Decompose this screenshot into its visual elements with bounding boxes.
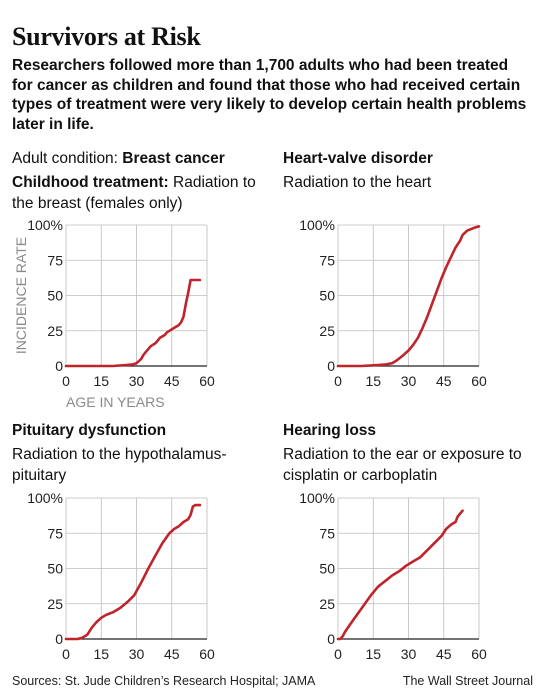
y-tick-label: 50 (47, 288, 63, 304)
treatment-name: Radiation to the breast (females only) (12, 174, 256, 212)
x-tick-label: 60 (471, 646, 487, 662)
y-tick-label: 50 (319, 561, 335, 577)
y-tick-label: 0 (327, 631, 335, 647)
chart-hearing-loss: 0 25 50 75 100% 0 15 30 45 60 (299, 490, 487, 662)
x-tick-label: 45 (164, 373, 180, 389)
y-tick-label: 25 (47, 323, 63, 339)
chart-pituitary: 0 25 50 75 100% 0 15 30 45 60 (27, 490, 215, 662)
x-tick-label: 45 (436, 646, 452, 662)
x-tick-label: 0 (334, 646, 342, 662)
condition-name: Pituitary dysfunction (12, 422, 167, 439)
series-line (336, 509, 464, 641)
x-axis-title: AGE IN YEARS (66, 394, 165, 410)
condition-prefix: Adult condition: (12, 150, 123, 167)
page-title: Survivors at Risk (12, 22, 201, 51)
y-tick-label: 50 (319, 288, 335, 304)
series-line (336, 225, 481, 368)
y-tick-label: 75 (319, 252, 335, 268)
y-tick-label: 100% (299, 217, 335, 233)
y-tick-label: 25 (47, 596, 63, 612)
x-tick-label: 30 (129, 646, 145, 662)
y-tick-label: 75 (319, 525, 335, 541)
y-tick-label: 100% (27, 490, 63, 506)
panel-pituitary-header: Pituitary dysfunction Radiation to the h… (12, 420, 262, 486)
condition-name: Breast cancer (122, 150, 225, 167)
panel-heart-valve-header: Heart-valve disorder Radiation to the he… (283, 148, 533, 193)
y-tick-label: 100% (27, 217, 63, 233)
x-tick-label: 0 (334, 373, 342, 389)
panel-breast-cancer-header: Adult condition: Breast cancer Childhood… (12, 148, 262, 214)
x-tick-label: 0 (62, 646, 70, 662)
condition-line: Adult condition: Breast cancer (12, 148, 262, 169)
panel-hearing-loss-header: Hearing loss Radiation to the ear or exp… (283, 420, 538, 486)
y-tick-label: 75 (47, 252, 63, 268)
y-tick-label: 25 (319, 596, 335, 612)
x-tick-label: 60 (199, 373, 215, 389)
y-tick-label: 100% (299, 490, 335, 506)
x-tick-label: 0 (62, 373, 70, 389)
treatment-name: Radiation to the ear or exposure to cisp… (283, 446, 522, 484)
x-tick-label: 60 (199, 646, 215, 662)
x-tick-label: 45 (164, 646, 180, 662)
chart-breast-cancer: 0 25 50 75 100% 0 15 30 45 60 AGE IN YEARS INCIDENC… (13, 217, 215, 410)
treatment-line: Childhood treatment: Radiation to the br… (12, 172, 262, 214)
chart-heart-valve: 0 25 50 75 100% 0 15 30 45 60 (299, 217, 487, 389)
y-tick-label: 0 (327, 358, 335, 374)
condition-name: Heart-valve disorder (283, 150, 433, 167)
y-tick-label: 75 (47, 525, 63, 541)
x-tick-label: 15 (365, 373, 381, 389)
y-tick-label: 25 (319, 323, 335, 339)
x-tick-label: 30 (401, 646, 417, 662)
x-tick-label: 30 (401, 373, 417, 389)
x-tick-label: 15 (365, 646, 381, 662)
x-tick-label: 15 (93, 373, 109, 389)
treatment-prefix: Childhood treatment: (12, 174, 174, 191)
x-tick-label: 60 (471, 373, 487, 389)
x-tick-label: 45 (436, 373, 452, 389)
condition-name: Hearing loss (283, 422, 377, 439)
series-line (64, 278, 202, 368)
y-axis-title: INCIDENCE RATE (13, 237, 29, 354)
treatment-name: Radiation to the hypothalamus-pituitary (12, 446, 227, 484)
treatment-name: Radiation to the heart (283, 174, 432, 191)
x-tick-label: 30 (129, 373, 145, 389)
intro-text: Researchers followed more than 1,700 adu… (12, 57, 527, 133)
source-note: Sources: St. Jude Children’s Research Ho… (12, 674, 316, 688)
x-tick-label: 15 (93, 646, 109, 662)
y-tick-label: 0 (55, 358, 63, 374)
y-tick-label: 0 (55, 631, 63, 647)
publisher-credit: The Wall Street Journal (402, 674, 533, 688)
y-tick-label: 50 (47, 561, 63, 577)
series-line (64, 503, 202, 641)
